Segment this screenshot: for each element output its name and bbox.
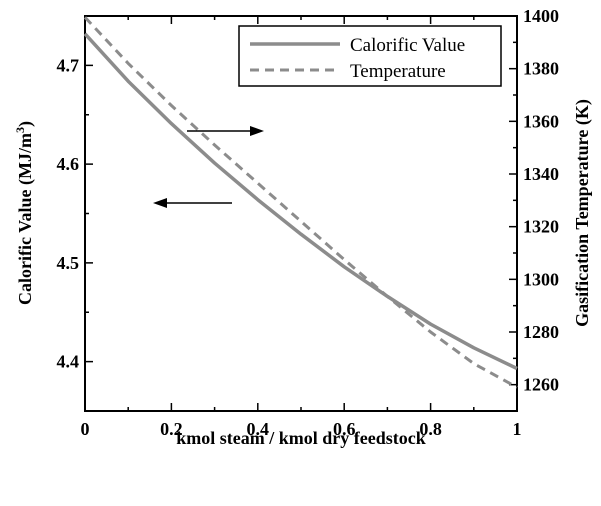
y-right-tick-label: 1260 bbox=[523, 375, 559, 395]
y-right-tick-label: 1300 bbox=[523, 269, 559, 289]
y-right-tick-label: 1340 bbox=[523, 164, 559, 184]
y-axis-left-title-main: Calorific Value (MJ/m bbox=[15, 133, 36, 305]
y-left-tick-label: 4.4 bbox=[57, 352, 80, 372]
y-left-tick-label: 4.5 bbox=[57, 253, 80, 273]
x-tick-label: 0.4 bbox=[247, 419, 270, 439]
y-axis-left-title-superscript: 3 bbox=[13, 127, 27, 133]
y-right-tick-label: 1400 bbox=[523, 6, 559, 26]
annotation-arrow-left bbox=[153, 198, 232, 208]
series-layer bbox=[83, 16, 518, 389]
y-axis-left-title: Calorific Value (MJ/m3) bbox=[13, 121, 36, 305]
y-right-tick-label: 1320 bbox=[523, 217, 559, 237]
legend-label-temperature: Temperature bbox=[350, 61, 446, 82]
legend: Calorific Value Temperature bbox=[238, 25, 502, 87]
annotation-arrow-right bbox=[187, 126, 264, 136]
y-left-tick-label: 4.7 bbox=[57, 55, 80, 75]
y-right-tick-label: 1280 bbox=[523, 322, 559, 342]
legend-box bbox=[238, 25, 502, 87]
y-left-tick-label: 4.6 bbox=[57, 154, 80, 174]
x-axis-title: kmol steam / kmol dry feedstock bbox=[176, 428, 425, 448]
y-right-tick-label: 1360 bbox=[523, 111, 559, 131]
series-line-calorific-value bbox=[83, 32, 518, 371]
tick-labels: 0 0.2 0.4 0.6 0.8 1 4.4 4.5 4.6 4.7 1260 1280 1300 13… bbox=[57, 6, 560, 439]
x-tick-label: 0 bbox=[81, 419, 90, 439]
y-right-tick-label: 1380 bbox=[523, 59, 559, 79]
series-line-temperature bbox=[83, 16, 518, 389]
x-tick-label: 0.2 bbox=[160, 419, 183, 439]
y-axis-left-title-close: ) bbox=[15, 121, 36, 127]
x-tick-label: 1 bbox=[513, 419, 522, 439]
x-tick-label: 0.8 bbox=[419, 419, 442, 439]
legend-label-calorific-value: Calorific Value bbox=[350, 35, 465, 56]
tick-marks bbox=[84, 15, 518, 412]
x-tick-label: 0.6 bbox=[333, 419, 356, 439]
y-axis-right-title: Gasification Temperature (K) bbox=[572, 99, 593, 327]
